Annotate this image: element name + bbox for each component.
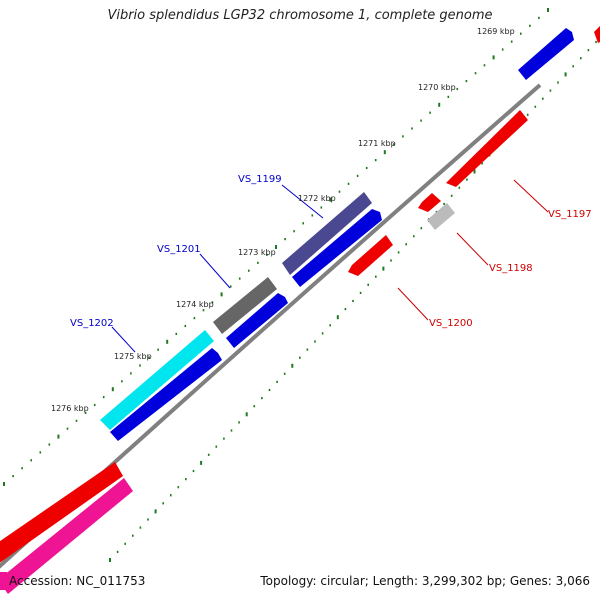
gene-label-VS_1199[interactable]: VS_1199 (238, 174, 282, 185)
reverse-cds-edge[interactable] (594, 22, 600, 43)
pink-feature-bottom[interactable] (0, 478, 133, 594)
gene-VS_1201-feature[interactable] (213, 277, 277, 334)
kbp-label-1273: 1273 kbp (238, 248, 276, 257)
gene-label-VS_1198[interactable]: VS_1198 (489, 263, 533, 274)
kbp-label-1272: 1272 kbp (298, 194, 336, 203)
gene-label-VS_1202[interactable]: VS_1202 (70, 318, 114, 329)
kbp-label-1269: 1269 kbp (477, 27, 515, 36)
gene-VS_1198-red-cds[interactable] (418, 193, 441, 212)
leader-VS_1202 (111, 326, 136, 353)
gene-label-VS_1200[interactable]: VS_1200 (429, 318, 473, 329)
leader-VS_1197 (513, 179, 549, 213)
kbp-label-1276: 1276 kbp (51, 404, 89, 413)
pink-feature-edge[interactable] (0, 572, 7, 590)
gene-VS_1201-cds[interactable] (226, 293, 288, 348)
gene-label-VS_1201[interactable]: VS_1201 (157, 244, 201, 255)
gene-VS_1202-cds[interactable] (110, 348, 222, 441)
accession-text: Accession: NC_011753 (9, 574, 146, 588)
genome-summary-text: Topology: circular; Length: 3,299,302 bp… (260, 574, 590, 588)
leader-VS_1199 (281, 184, 324, 219)
kbp-label-1271: 1271 kbp (358, 139, 396, 148)
forward-cds-top[interactable] (518, 28, 574, 80)
map-title: Vibrio splendidus LGP32 chromosome 1, co… (107, 8, 493, 23)
gene-VS_1198-feature[interactable] (427, 203, 455, 230)
reverse-cds-bottom[interactable] (0, 462, 123, 564)
gene-VS_1197-cds[interactable] (446, 110, 528, 187)
gene-label-VS_1197[interactable]: VS_1197 (548, 209, 592, 220)
leader-VS_1201 (199, 253, 231, 289)
leader-VS_1198 (456, 232, 489, 266)
gene-VS_1202-feature[interactable] (100, 330, 214, 430)
gene-VS_1200-cds[interactable] (348, 235, 393, 276)
kbp-label-1274: 1274 kbp (176, 300, 214, 309)
inner-tick-ring (109, 40, 597, 562)
gene-VS_1199-feature[interactable] (282, 192, 372, 275)
leader-VS_1200 (397, 287, 429, 321)
kbp-label-1270: 1270 kbp (418, 83, 456, 92)
kbp-label-1275: 1275 kbp (114, 352, 152, 361)
gene-VS_1199-cds[interactable] (292, 209, 382, 287)
outer-tick-ring (3, 8, 549, 486)
